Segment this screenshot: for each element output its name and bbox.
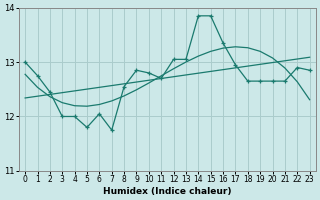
X-axis label: Humidex (Indice chaleur): Humidex (Indice chaleur): [103, 187, 232, 196]
